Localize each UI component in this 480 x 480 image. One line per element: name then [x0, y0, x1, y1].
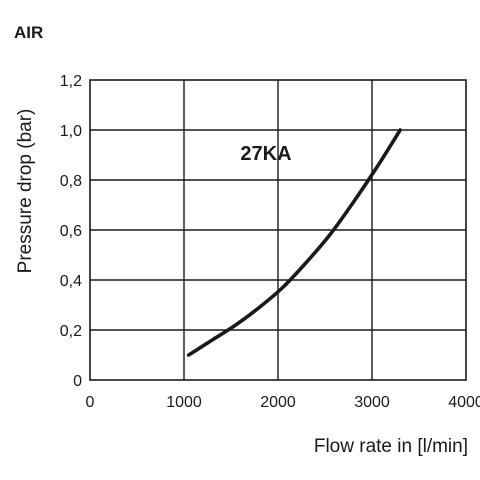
series-layer: [186, 128, 402, 357]
x-tick-label: 4000: [448, 394, 480, 411]
y-axis-label: Pressure drop (bar): [15, 109, 36, 274]
y-tick-label: 1,2: [60, 73, 82, 90]
grid: [90, 80, 466, 380]
y-tick-label: 0,4: [60, 273, 82, 290]
plot-frame: [89, 79, 467, 381]
x-tick-label: 2000: [260, 394, 296, 411]
y-tick-label: 1,0: [60, 123, 82, 140]
curve-label: 27KA: [240, 143, 291, 165]
y-tick-label: 0: [73, 373, 82, 390]
y-tick-label: 0,2: [60, 323, 82, 340]
x-tick-label: 0: [86, 394, 95, 411]
x-axis-label: Flow rate in [l/min]: [314, 436, 468, 457]
y-tick-label: 0,8: [60, 173, 82, 190]
chart-title: AIR: [14, 23, 43, 42]
x-tick-label: 1000: [166, 394, 202, 411]
y-tick-label: 0,6: [60, 223, 82, 240]
x-tick-labels: 0 1000 2000 3000 4000: [86, 394, 480, 411]
x-tick-label: 3000: [354, 394, 390, 411]
y-tick-labels: 0 0,2 0,4 0,6 0,8 1,0 1,2: [60, 73, 82, 390]
annotations: 27KA: [240, 143, 291, 165]
series-line: [186, 128, 402, 357]
